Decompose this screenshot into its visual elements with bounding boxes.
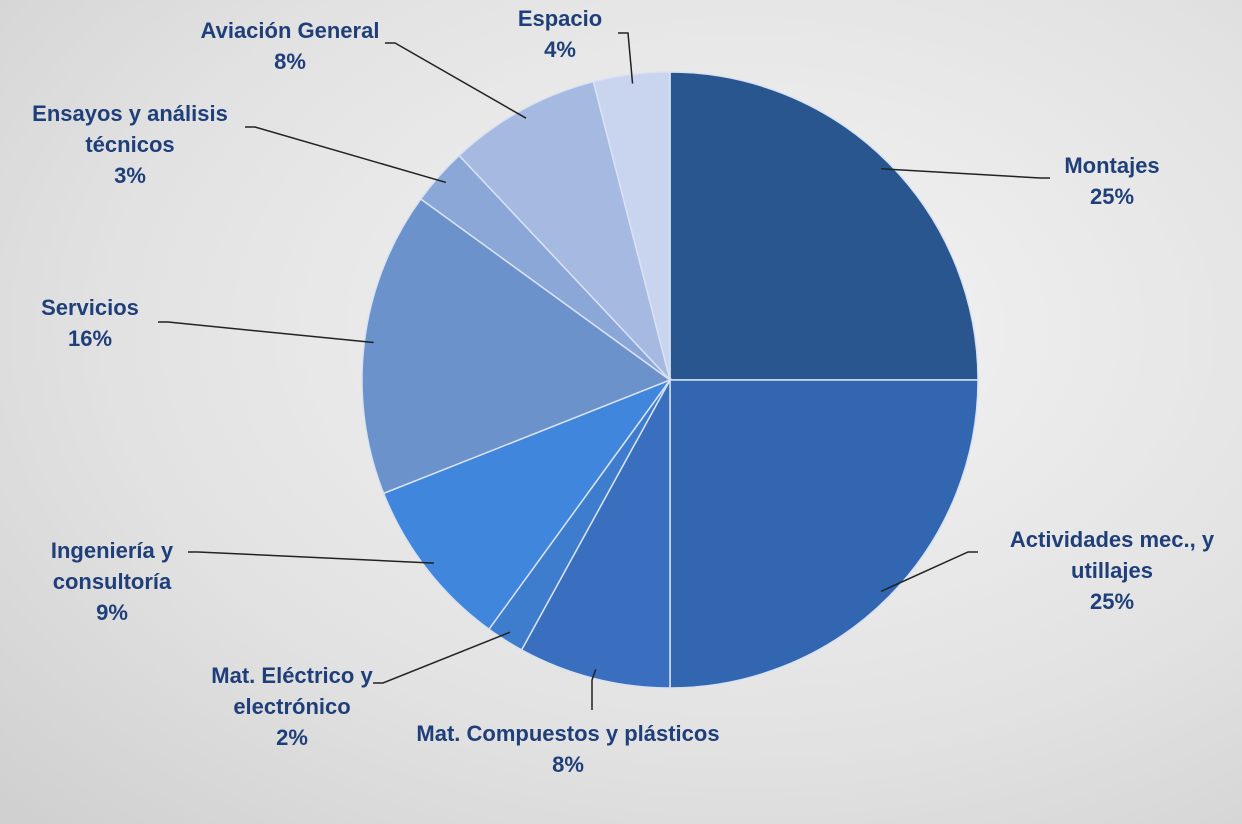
leader-line [591, 669, 597, 710]
category-label: Actividades mec., y utillajes [1009, 527, 1215, 583]
slice-label: Servicios 16% [0, 292, 190, 354]
category-label: Aviación General [200, 18, 380, 43]
slice-label: Actividades mec., y utillajes 25% [977, 524, 1242, 617]
category-label: Servicios [41, 295, 139, 320]
value-label: 9% [96, 600, 128, 625]
leader-line [881, 167, 1050, 179]
slice-label: Ingeniería y consultoría 9% [2, 535, 222, 628]
slice-label: Montajes 25% [1012, 150, 1212, 212]
pie-slice [669, 379, 979, 689]
slice-label: Mat. Eléctrico y electrónico 2% [172, 660, 412, 753]
category-label: Espacio [517, 6, 603, 31]
slice-label: Ensayos y análisis técnicos 3% [0, 98, 265, 191]
value-label: 2% [276, 725, 308, 750]
leader-line [618, 32, 634, 84]
pie-slice [520, 379, 671, 689]
leader-line [373, 631, 511, 684]
value-label: 4% [544, 37, 576, 62]
leader-line [880, 551, 978, 592]
value-label: 16% [67, 326, 113, 351]
value-label: 25% [1089, 184, 1135, 209]
pie-slice [669, 71, 979, 381]
leader-line [385, 42, 527, 119]
category-label: Mat. Eléctrico y electrónico [211, 663, 373, 719]
slice-label: Mat. Compuestos y plásticos 8% [408, 718, 728, 780]
value-label: 8% [552, 752, 584, 777]
slice-label: Espacio 4% [490, 3, 630, 65]
value-label: 25% [1089, 589, 1135, 614]
pie-slice [382, 378, 673, 631]
category-label: Ingeniería y consultoría [50, 538, 174, 594]
value-label: 8% [274, 49, 306, 74]
leader-line [245, 126, 447, 184]
slice-label: Aviación General 8% [160, 15, 420, 77]
leader-line [188, 551, 434, 564]
leader-line [158, 321, 374, 344]
category-label: Montajes [1064, 153, 1160, 178]
pie-slice [458, 80, 671, 381]
value-label: 3% [114, 163, 146, 188]
category-label: Mat. Compuestos y plásticos [416, 721, 720, 746]
category-label: Ensayos y análisis técnicos [32, 101, 228, 157]
